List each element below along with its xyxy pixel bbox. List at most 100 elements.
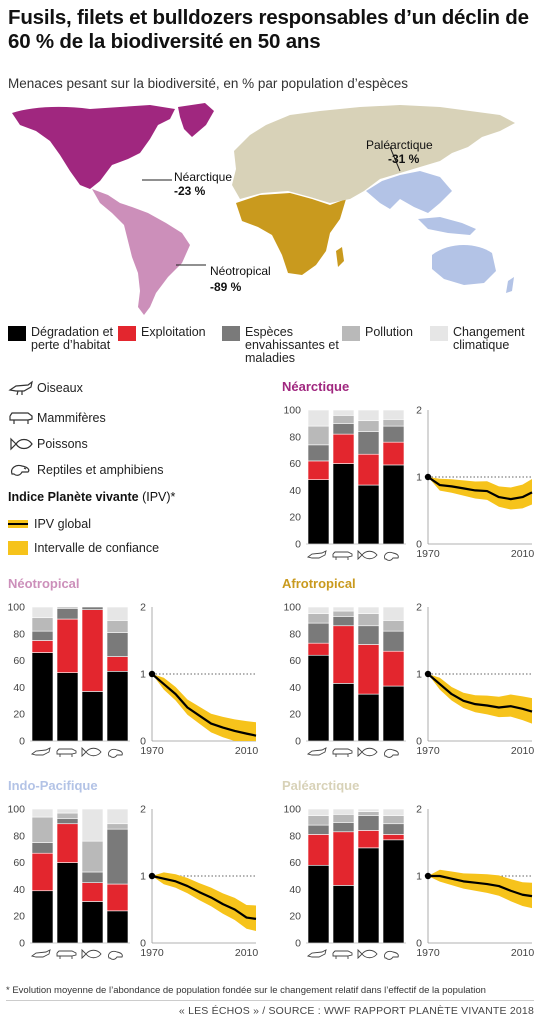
ipv-ytick-label: 2 — [140, 602, 146, 614]
map-greenland — [178, 103, 214, 137]
bar-segment — [307, 613, 330, 624]
bar-segment — [56, 672, 79, 742]
ipv-xtick-label: 2010 — [235, 947, 259, 959]
bar-segment — [307, 460, 330, 480]
map-indopacific-asia — [366, 171, 452, 213]
region-title-palearctic: Paléarctique — [282, 778, 360, 793]
bar-segment — [307, 642, 330, 656]
region-title-indopacific: Indo-Pacifique — [8, 778, 98, 793]
bar-ytick-label: 0 — [295, 938, 301, 950]
bar-segment — [106, 910, 129, 944]
ipv-xtick-label: 2010 — [235, 745, 259, 757]
legend-mammal-label: Mammifères — [37, 411, 106, 425]
page-title: Fusils, filets et bulldozers responsable… — [8, 6, 529, 53]
legend-invasive-label: Espèces envahissantes et maladies — [245, 325, 339, 365]
bar-segment — [332, 814, 355, 823]
ipv-confidence-band — [152, 674, 256, 741]
bar-segment — [106, 883, 129, 912]
bar-segment — [307, 425, 330, 446]
bar-ytick-label: 0 — [19, 736, 25, 748]
bar-ytick-label: 80 — [289, 431, 301, 443]
bar-segment — [31, 640, 54, 653]
bar-ytick-label: 100 — [7, 804, 25, 816]
fish-icon — [81, 948, 102, 960]
ipv-ytick-label: 0 — [416, 539, 422, 551]
bar-segment — [81, 840, 104, 873]
ipv-start-point — [424, 670, 432, 678]
bar-segment — [332, 415, 355, 424]
bar-segment — [357, 613, 380, 627]
legend-pollution-label: Pollution — [365, 325, 413, 339]
bar-segment — [332, 885, 355, 944]
bar-segment — [382, 409, 405, 420]
bar-segment — [357, 625, 380, 645]
ipv-ytick-label: 1 — [416, 871, 422, 883]
bar-segment — [307, 808, 330, 816]
bar-segment — [307, 864, 330, 944]
bar-ytick-label: 40 — [289, 682, 301, 694]
mammal-icon — [332, 950, 353, 959]
bar-segment — [56, 812, 79, 819]
afrotropical-panel: 0 20 40 60 80 100 0 1 2 1970 2010 — [283, 602, 534, 758]
bar-segment — [357, 431, 380, 455]
ipv-xtick-label: 1970 — [140, 745, 164, 757]
bar-segment — [357, 606, 380, 614]
bar-segment — [31, 842, 54, 854]
map-nearctic — [12, 105, 175, 189]
ipv-confidence-band — [428, 477, 532, 510]
palearctic-panel: 0 20 40 60 80 100 0 1 2 1970 2010 — [283, 804, 534, 960]
bar-ytick-label: 100 — [7, 602, 25, 614]
bar-segment — [81, 691, 104, 742]
legend-habitat-swatch — [8, 326, 26, 341]
reptile-icon — [108, 748, 123, 758]
bar-segment — [81, 871, 104, 884]
ipv-ytick-label: 1 — [416, 472, 422, 484]
ipv-xtick-label: 1970 — [416, 947, 440, 959]
mammal-icon — [56, 950, 77, 959]
ipv-ytick-label: 0 — [140, 736, 146, 748]
ipv-ytick-label: 0 — [416, 938, 422, 950]
legend-reptile: Reptiles et amphibiens — [8, 462, 163, 478]
legend-ipv-line-label: IPV global — [34, 517, 91, 531]
fish-icon — [10, 437, 33, 451]
ipv-start-point — [424, 872, 432, 880]
bar-segment — [357, 420, 380, 432]
bar-segment — [56, 608, 79, 620]
bar-segment — [56, 606, 79, 609]
bar-segment — [332, 409, 355, 416]
footnote: * Evolution moyenne de l’abondance de po… — [6, 985, 486, 996]
bird-icon — [306, 949, 327, 958]
neotropical-panel: 0 20 40 60 80 100 0 1 2 1970 2010 — [7, 602, 259, 758]
ipv-start-point — [148, 670, 156, 678]
bar-segment — [31, 816, 54, 843]
legend-pollution: Pollution — [342, 326, 432, 341]
map-label-palearctic: Paléarctique — [366, 138, 433, 152]
bar-segment — [56, 823, 79, 863]
bar-segment — [382, 815, 405, 825]
nearctic-panel: 0 20 40 60 80 100 0 1 2 1970 2010 — [283, 405, 534, 561]
bar-segment — [31, 808, 54, 818]
ipv-xtick-label: 1970 — [416, 548, 440, 560]
map-new-zealand — [506, 277, 514, 293]
fish-icon — [81, 746, 102, 758]
bar-ytick-label: 80 — [289, 830, 301, 842]
bar-segment — [382, 620, 405, 632]
ipv-band-swatch — [8, 541, 28, 555]
mammal-icon — [9, 412, 33, 424]
ipv-xtick-label: 1970 — [416, 745, 440, 757]
region-title-neotropical: Néotropical — [8, 576, 80, 591]
legend-exploitation-label: Exploitation — [141, 325, 206, 339]
bar-segment — [357, 693, 380, 742]
bar-ytick-label: 20 — [13, 911, 25, 923]
bar-segment — [307, 606, 330, 614]
bar-ytick-label: 40 — [13, 682, 25, 694]
bar-segment — [382, 650, 405, 687]
bar-ytick-label: 60 — [289, 458, 301, 470]
ipv-global-line — [427, 476, 533, 501]
legend-ipv-band: Intervalle de confiance — [8, 540, 159, 556]
legend-exploitation: Exploitation — [118, 326, 228, 341]
mammal-icon — [56, 748, 77, 757]
bar-segment — [382, 425, 405, 443]
legend-invasive: Espèces envahissantes et maladies — [222, 326, 340, 365]
bird-icon — [306, 747, 327, 756]
